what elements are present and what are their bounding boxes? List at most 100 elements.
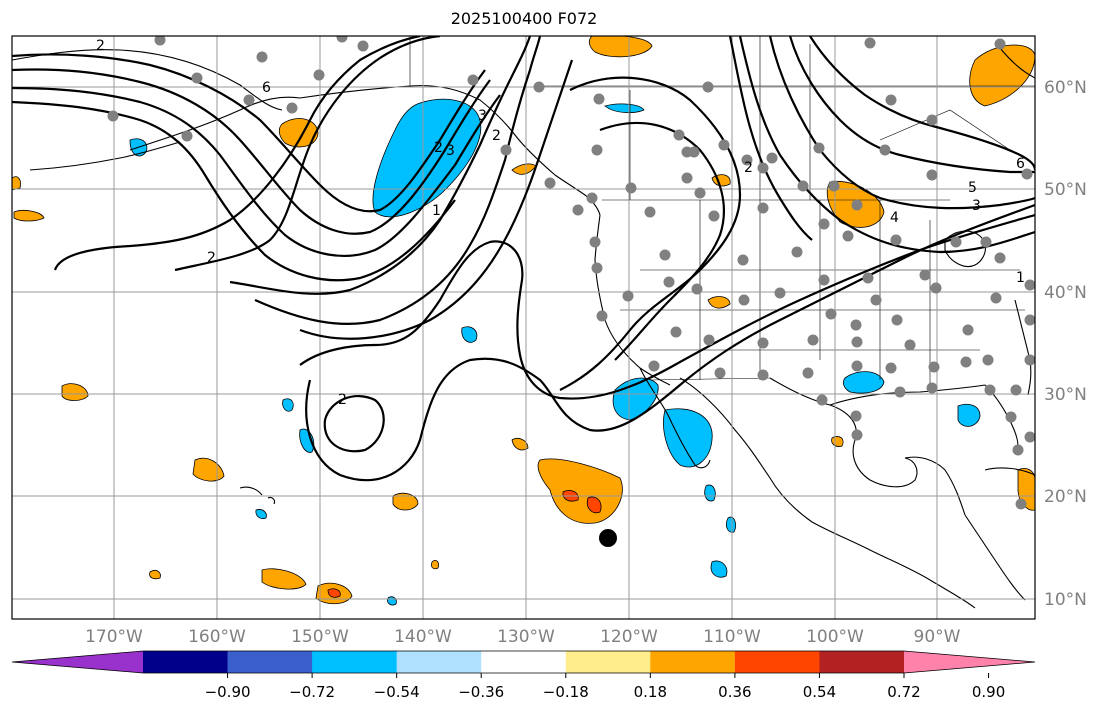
- anomaly-negative-pac1: [461, 326, 478, 343]
- anomaly-negative-pac2: [282, 398, 294, 412]
- anomaly-negative-bc: [604, 103, 645, 114]
- coast-hawaii: [239, 486, 276, 505]
- colorbar-bin: [227, 651, 313, 673]
- contour-alaska-6: [12, 53, 486, 213]
- colorbar-bin: [565, 651, 651, 673]
- colorbar-bin: [12, 651, 143, 673]
- contour-trough-2: [254, 36, 542, 326]
- contour-ridge-2: [599, 121, 725, 361]
- contour-2-closed: [323, 395, 385, 453]
- anomaly-positive-pac-small: [511, 438, 529, 451]
- contour-trough-3: [299, 59, 574, 340]
- contour-1-west: [174, 36, 441, 272]
- lon-label: 90°W: [914, 627, 961, 647]
- colorbar-tick-label: 0.72: [887, 683, 920, 701]
- lat-label: 30°N: [1044, 385, 1087, 405]
- lon-label: 130°W: [497, 627, 555, 647]
- anomaly-negative-pac8: [387, 596, 397, 606]
- contour-label: 2: [96, 38, 105, 54]
- lat-label: 40°N: [1044, 283, 1087, 303]
- contour-east-4: [788, 36, 1035, 174]
- colorbar: −0.90 −0.72 −0.54 −0.36 −0.18 0.18 0.36 0.54 0.7…: [11, 650, 1036, 701]
- station-dots: [107, 36, 1035, 510]
- contour-label: 2: [744, 160, 753, 176]
- colorbar-bin: [734, 651, 820, 673]
- contour-east-2: [738, 36, 1035, 254]
- coast-mexico-west: [679, 377, 976, 609]
- contour-label: 3: [446, 143, 455, 159]
- coast-cuba: [984, 467, 1035, 476]
- anomaly-negative-se-us: [957, 403, 981, 427]
- map-frame: [11, 35, 1036, 620]
- colorbar-bin: [143, 651, 229, 673]
- anomaly-negative-pac7: [255, 509, 267, 519]
- lon-label: 150°W: [291, 627, 349, 647]
- map-title: 2025100400 F072: [450, 9, 598, 28]
- colorbar-tick-label: 0.90: [972, 683, 1005, 701]
- contour-alaska-5: [12, 68, 491, 235]
- contour-alaska-4: [12, 86, 501, 257]
- contour-east-6: [728, 36, 813, 241]
- coast-alaska-south: [129, 96, 301, 151]
- lon-label: 120°W: [600, 627, 658, 647]
- lat-label: 50°N: [1044, 180, 1087, 200]
- colorbar-bin: [396, 651, 482, 673]
- anomaly-positive-gulf-edge: [831, 436, 844, 447]
- anomaly-fills: [12, 36, 1035, 606]
- contour-label: 5: [968, 180, 977, 196]
- coast-aleutians: [29, 141, 181, 171]
- lon-label: 110°W: [703, 627, 761, 647]
- anomaly-positive-left-edge2: [13, 210, 45, 222]
- lon-label: 100°W: [806, 627, 864, 647]
- colorbar-tick-label: 0.36: [718, 683, 751, 701]
- anomaly-positive-colorado: [707, 296, 731, 309]
- colorbar-bin: [904, 651, 1035, 673]
- anomaly-positive-hudson: [969, 44, 1035, 107]
- colorbar-tick-label: −0.72: [289, 683, 335, 701]
- lon-label: 140°W: [394, 627, 452, 647]
- colorbar-tick-label: 0.18: [634, 683, 667, 701]
- contour-label: 2: [492, 128, 501, 144]
- anomaly-negative-gulf: [843, 371, 885, 394]
- colorbar-tick-label: −0.36: [458, 683, 504, 701]
- colorbar-tick-label: −0.18: [543, 683, 589, 701]
- anomaly-negative-baja: [663, 408, 713, 468]
- coast-gulf-north: [829, 384, 986, 406]
- coast-yucatan: [904, 456, 966, 516]
- contour-label: 3: [972, 198, 981, 214]
- contour-trough-1: [229, 36, 532, 295]
- anomaly-positive-small2: [431, 560, 439, 570]
- contour-label-group: 2 2 1 2 3 2 5 3 4 6 6 1 2 2 3: [96, 38, 1025, 408]
- anomaly-positive-pac-mid: [392, 492, 419, 511]
- lon-label: 160°W: [188, 627, 246, 647]
- contour-label: 3: [478, 108, 487, 124]
- anomaly-positive-south-pac2-red: [327, 588, 341, 598]
- contour-label: 6: [262, 80, 271, 96]
- contour-east-3: [768, 36, 1035, 210]
- contour-label: 6: [1016, 156, 1025, 172]
- lat-label: 60°N: [1044, 78, 1087, 98]
- latitude-labels: 60°N 50°N 40°N 30°N 20°N 10°N: [1044, 78, 1087, 610]
- lat-label: 10°N: [1044, 590, 1087, 610]
- coast-baja: [639, 367, 711, 469]
- colorbar-bin: [650, 651, 736, 673]
- anomaly-positive-left-edge: [12, 176, 21, 191]
- lat-label: 20°N: [1044, 487, 1087, 507]
- colorbar-tick-label: −0.90: [205, 683, 251, 701]
- contour-label: 2: [434, 140, 443, 156]
- contour-east-5: [809, 36, 1035, 171]
- anomaly-negative-pac5: [726, 516, 736, 533]
- contour-1-central: [299, 213, 1035, 400]
- colorbar-bin: [312, 651, 398, 673]
- lon-label: 170°W: [85, 627, 143, 647]
- anomaly-positive-west-pac2: [61, 383, 89, 401]
- coast-hudson: [999, 47, 1035, 79]
- map-panel: [12, 36, 1035, 619]
- contour-alaska-3: [12, 100, 456, 282]
- coast-central-america: [964, 514, 1026, 601]
- anomaly-positive-west-pac: [192, 457, 225, 482]
- coast-gulf-alaska: [299, 85, 556, 176]
- storm-center-marker: [599, 529, 617, 547]
- contour-label: 2: [338, 392, 347, 408]
